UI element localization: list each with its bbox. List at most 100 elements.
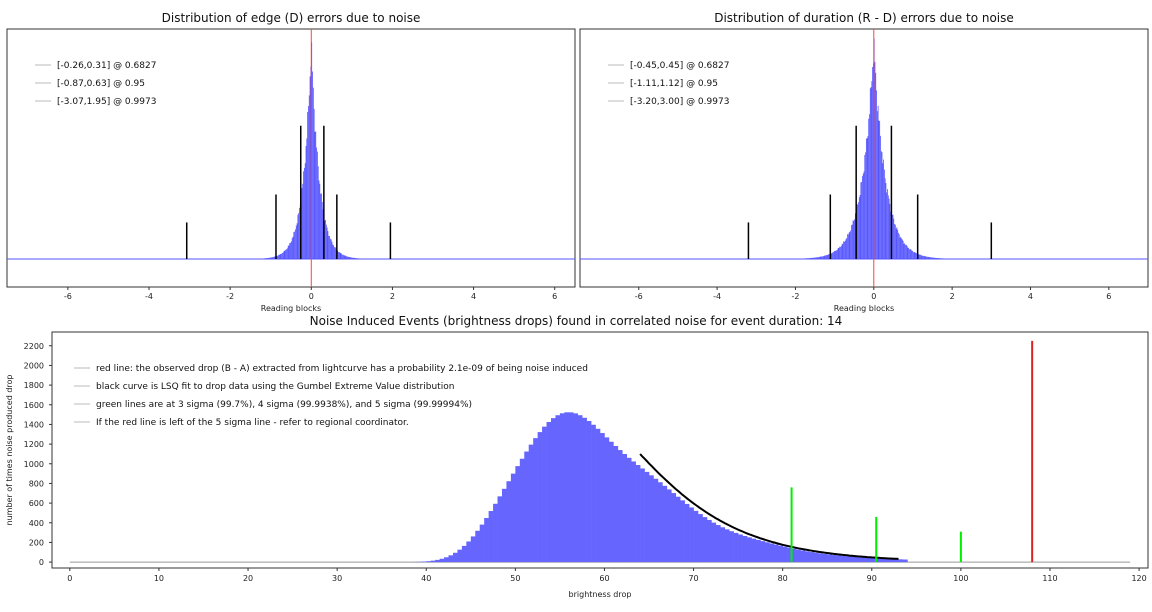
histogram-bar: [810, 258, 811, 259]
histogram-bar: [878, 121, 879, 259]
histogram-bar: [882, 152, 883, 259]
histogram-bar: [279, 255, 280, 259]
histogram-bar: [358, 258, 359, 259]
histogram-bar: [860, 182, 861, 259]
histogram-bar: [653, 479, 658, 562]
histogram-bar: [354, 258, 355, 259]
histogram-bar: [343, 255, 344, 259]
histogram-bar: [823, 256, 824, 259]
histogram-bar: [326, 225, 327, 259]
histogram-bar: [569, 412, 574, 562]
histogram-bar: [819, 257, 820, 259]
histogram-bar: [827, 554, 832, 562]
histogram-bar: [318, 166, 319, 259]
histogram-bar: [846, 239, 847, 259]
histogram-bar: [857, 205, 858, 259]
histogram-bar: [936, 258, 937, 259]
histogram-bar: [277, 256, 278, 259]
y-tick-label: 600: [29, 499, 44, 508]
histogram-bar: [435, 560, 440, 562]
histogram-bar: [844, 242, 845, 259]
histogram-bar: [840, 247, 841, 259]
y-tick-label: 2200: [24, 342, 44, 351]
histogram-bar: [292, 238, 293, 259]
histogram-bar: [346, 256, 347, 259]
histogram-bar: [908, 248, 909, 259]
histogram-bar: [352, 258, 353, 259]
x-tick-label: 90: [867, 574, 877, 583]
histogram-bar: [338, 252, 339, 259]
histogram-bar: [936, 258, 937, 259]
histogram-bar: [356, 258, 357, 259]
legend-entry: [-0.45,0.45] @ 0.6827: [630, 61, 729, 71]
histogram-bar: [897, 227, 898, 259]
histogram-bar: [841, 556, 846, 562]
x-tick-label: 0: [67, 574, 72, 583]
histogram-bar: [538, 432, 543, 562]
histogram-bar: [264, 258, 265, 259]
histogram-bar: [283, 252, 284, 259]
histogram-bar: [272, 257, 273, 259]
histogram-bar: [911, 250, 912, 259]
histogram-bar: [835, 251, 836, 259]
histogram-bar: [609, 442, 614, 562]
histogram-bar: [498, 496, 503, 562]
histogram-bar: [825, 255, 826, 259]
histogram-bar: [335, 247, 336, 259]
histogram-bar: [928, 257, 929, 259]
histogram-bar: [747, 537, 752, 562]
histogram-bar: [725, 529, 730, 562]
x-tick-label: 0: [309, 292, 314, 301]
histogram-bar: [884, 170, 885, 259]
histogram-bar: [284, 251, 285, 259]
histogram-bar: [849, 556, 854, 562]
histogram-bar: [828, 254, 829, 259]
histogram-bar: [302, 188, 303, 259]
histogram-bar: [440, 559, 445, 562]
histogram-bar: [734, 533, 739, 562]
histogram-bar: [893, 219, 894, 259]
histogram-bar: [348, 257, 349, 259]
histogram-bar: [640, 468, 645, 562]
legend-entry: If the red line is left of the 5 sigma l…: [96, 418, 409, 428]
histogram-bar: [645, 472, 650, 562]
histogram-bar: [774, 545, 779, 563]
histogram-bar: [334, 247, 335, 259]
histogram-bar: [943, 258, 944, 259]
histogram-bar: [515, 466, 520, 562]
histogram-bar: [298, 213, 299, 259]
x-tick-label: -4: [145, 292, 153, 301]
histogram-bar: [506, 481, 511, 562]
histogram-bar: [321, 193, 322, 259]
x-tick-label: -6: [635, 292, 643, 301]
histogram-bar: [875, 62, 876, 259]
histogram-bar: [837, 250, 838, 259]
histogram-bar: [720, 527, 725, 562]
histogram-bar: [809, 258, 810, 259]
histogram-bar: [520, 459, 525, 562]
histogram-bar: [914, 252, 915, 259]
histogram-bar: [853, 221, 854, 259]
histogram-bar: [800, 550, 805, 562]
x-tick-label: 120: [1131, 574, 1146, 583]
histogram-bar: [320, 194, 321, 259]
histogram-bar: [845, 556, 850, 562]
histogram-bar: [821, 256, 822, 259]
histogram-bar: [929, 257, 930, 259]
histogram-bar: [942, 258, 943, 259]
histogram-bar: [353, 258, 354, 259]
histogram-bar: [832, 253, 833, 259]
histogram-bar: [941, 258, 942, 259]
histogram-bar: [309, 95, 310, 259]
histogram-bar: [940, 258, 941, 259]
histogram-bar: [444, 557, 449, 562]
x-axis-label: Reading blocks: [834, 304, 894, 313]
histogram-bar: [847, 234, 848, 259]
histogram-bar: [285, 251, 286, 259]
histogram-bar: [833, 252, 834, 259]
histogram-bar: [266, 258, 267, 259]
y-tick-label: 1400: [24, 420, 44, 429]
histogram-bar: [340, 253, 341, 259]
histogram-bar: [821, 257, 822, 259]
histogram-bar: [631, 461, 636, 562]
